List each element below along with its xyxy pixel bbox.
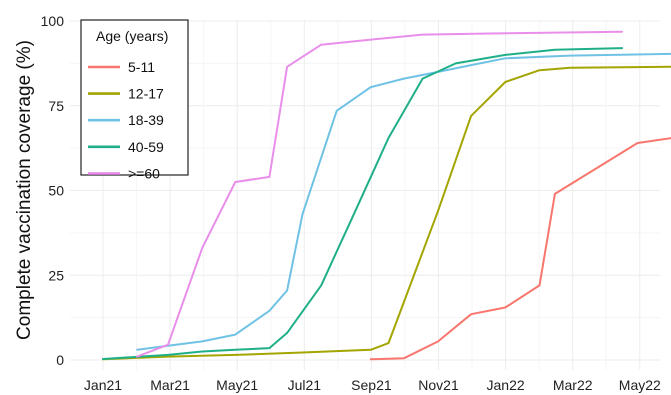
y-tick-label: 75 [48, 98, 64, 114]
legend-label: 18-39 [128, 112, 164, 128]
x-tick-label: Sep21 [351, 377, 392, 393]
legend-label: >=60 [128, 165, 160, 181]
y-tick-label: 25 [48, 267, 64, 283]
y-tick-label: 50 [48, 183, 64, 199]
series-line [137, 54, 671, 350]
x-tick-label: May21 [216, 377, 258, 393]
series-line [371, 138, 671, 359]
x-tick-label: Mar21 [150, 377, 190, 393]
series-line [137, 32, 622, 357]
legend-label: 5-11 [128, 59, 155, 75]
x-tick-label: Jan21 [84, 377, 122, 393]
legend-title: Age (years) [96, 28, 168, 44]
x-tick-label: Mar22 [553, 377, 593, 393]
y-tick-label: 0 [56, 352, 64, 368]
x-tick-label: Nov21 [418, 377, 459, 393]
x-tick-label: May22 [619, 377, 661, 393]
legend-label: 40-59 [128, 139, 164, 155]
x-tick-label: Jan22 [487, 377, 525, 393]
y-tick-label: 100 [41, 13, 65, 29]
y-axis-title: Complete vaccination coverage (%) [14, 40, 35, 340]
x-tick-label: Jul21 [288, 377, 322, 393]
legend: Age (years) 5-11 12-17 18-39 40-59 >=60 [81, 20, 188, 181]
legend-label: 12-17 [128, 86, 164, 102]
